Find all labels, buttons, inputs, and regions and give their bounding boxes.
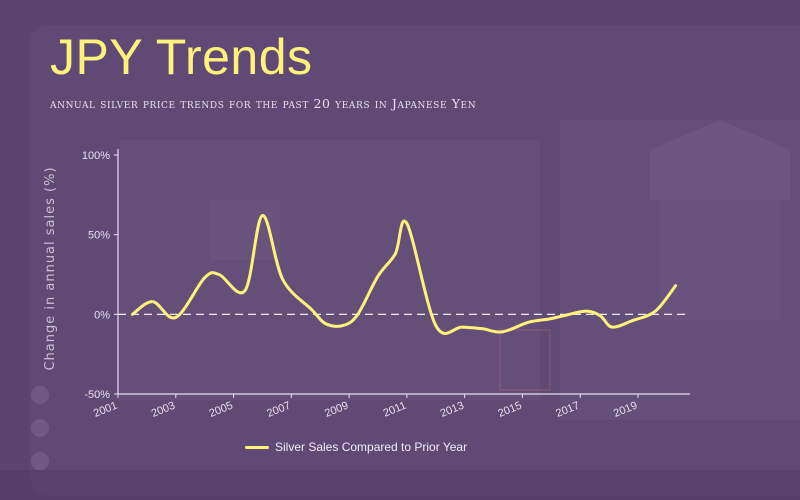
x-tick-label: 2007 — [265, 400, 292, 420]
legend-label: Silver Sales Compared to Prior Year — [275, 440, 468, 454]
y-tick-label: 0% — [94, 309, 110, 321]
page-subtitle: annual silver price trends for the past … — [50, 96, 477, 111]
x-tick-label: 2015 — [496, 400, 523, 420]
x-tick-label: 2005 — [207, 400, 234, 420]
chart-axes: 100% 50% 0% -50%2001 2003 2005 2007 2009 2011 201… — [43, 149, 690, 420]
y-tick-label: 50% — [88, 230, 110, 242]
x-tick-label: 2003 — [150, 400, 177, 420]
x-tick-label: 2019 — [612, 400, 639, 420]
series-line-silver-sales — [130, 214, 678, 335]
x-tick-label: 2001 — [92, 400, 119, 420]
x-tick-label: 2013 — [439, 400, 466, 420]
y-tick-label: -50% — [84, 389, 110, 401]
x-tick-label: 2009 — [323, 400, 350, 420]
y-axis-label: Change in annual sales (%) — [43, 166, 58, 370]
x-tick-label: 2011 — [382, 400, 408, 420]
page-title: JPY Trends — [50, 29, 313, 85]
chart-series — [130, 214, 678, 335]
chart-legend: Silver Sales Compared to Prior Year — [245, 440, 467, 454]
legend-line-swatch — [245, 445, 269, 449]
y-tick-label: 100% — [82, 150, 110, 162]
x-tick-label: 2017 — [554, 400, 581, 420]
